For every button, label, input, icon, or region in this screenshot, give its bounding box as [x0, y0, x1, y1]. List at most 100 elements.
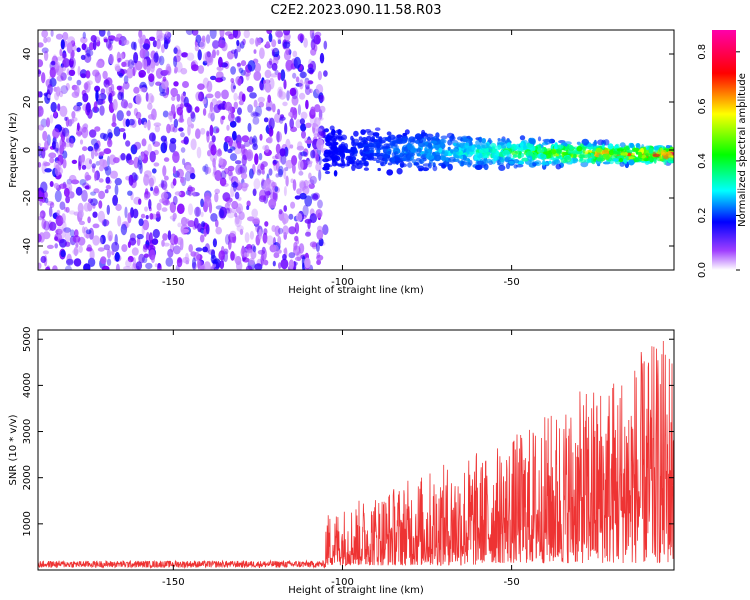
- heatmap-cell: [219, 177, 227, 187]
- heatmap-cell: [156, 38, 161, 50]
- heatmap-cell: [263, 117, 269, 123]
- heatmap-cell: [231, 200, 239, 210]
- heatmap-cell: [275, 30, 283, 38]
- heatmap-cell: [305, 160, 313, 165]
- heatmap-cell: [596, 157, 603, 162]
- heatmap-cell: [93, 188, 100, 194]
- heatmap-cell: [592, 141, 597, 146]
- heatmap-cell: [261, 248, 268, 260]
- heatmap-cell: [90, 191, 97, 196]
- heatmap-cell: [173, 245, 181, 255]
- heatmap-cell: [277, 227, 284, 235]
- heatmap-cell: [346, 159, 351, 167]
- heatmap-cell: [280, 69, 286, 82]
- heatmap-cell: [38, 145, 42, 157]
- heatmap-cell: [211, 49, 216, 59]
- heatmap-cell: [253, 217, 261, 227]
- heatmap-cell: [149, 151, 156, 163]
- heatmap-y-ticks: -40 -20 0 20 40: [22, 48, 674, 254]
- heatmap-cell: [122, 81, 130, 90]
- heatmap-cell: [120, 153, 126, 161]
- heatmap-cell: [288, 252, 296, 259]
- heatmap-cell: [277, 108, 281, 115]
- heatmap-cell: [185, 30, 194, 36]
- heatmap-cell: [282, 41, 291, 49]
- heatmap-cell: [95, 71, 99, 78]
- heatmap-cell: [282, 253, 287, 261]
- heatmap-cell: [616, 148, 625, 152]
- heatmap-cell: [522, 144, 528, 150]
- heatmap-cell: [69, 137, 74, 148]
- heatmap-cell: [152, 168, 157, 174]
- heatmap-cell: [315, 152, 320, 164]
- heatmap-cell: [230, 66, 237, 75]
- heatmap-cell: [204, 195, 212, 208]
- heatmap-cell: [171, 95, 176, 102]
- heatmap-cell: [153, 52, 159, 63]
- heatmap-cell: [207, 249, 216, 255]
- heatmap-cell: [194, 206, 202, 217]
- heatmap-cell: [294, 256, 302, 261]
- heatmap-cell: [112, 157, 120, 164]
- heatmap-cell: [280, 153, 287, 165]
- heatmap-cell: [311, 32, 315, 43]
- heatmap-cell: [239, 228, 244, 235]
- heatmap-cell: [94, 126, 101, 132]
- heatmap-cell: [144, 206, 149, 212]
- heatmap-cell: [80, 54, 86, 61]
- heatmap-cell: [308, 172, 312, 180]
- heatmap-cell: [200, 211, 204, 218]
- heatmap-cell: [103, 148, 112, 155]
- heatmap-cell: [194, 44, 200, 52]
- heatmap-cell: [90, 148, 95, 160]
- heatmap-cell: [495, 150, 500, 158]
- heatmap-cell: [315, 163, 322, 172]
- heatmap-cell: [49, 67, 56, 79]
- heatmap-cell: [237, 141, 242, 149]
- heatmap-cell: [124, 206, 128, 219]
- heatmap-cell: [250, 111, 259, 118]
- heatmap-cell: [89, 129, 97, 138]
- heatmap-cell: [329, 125, 335, 131]
- heatmap-cell: [118, 39, 122, 45]
- heatmap-cell: [48, 206, 53, 218]
- heatmap-cell: [353, 138, 360, 143]
- heatmap-cell: [119, 53, 125, 60]
- heatmap-cell: [133, 60, 138, 73]
- heatmap-cell: [172, 178, 177, 186]
- heatmap-cell: [283, 186, 287, 197]
- heatmap-cell: [556, 148, 563, 155]
- heatmap-cell: [227, 210, 235, 219]
- heatmap-cell: [476, 144, 481, 150]
- heatmap-cell: [152, 228, 160, 239]
- heatmap-cell: [41, 30, 49, 38]
- heatmap-cell: [46, 265, 51, 270]
- heatmap-cell: [665, 145, 671, 149]
- heatmap-cell: [232, 130, 237, 141]
- heatmap-cell: [233, 101, 238, 110]
- heatmap-cell: [237, 78, 242, 86]
- heatmap-cell: [158, 55, 165, 66]
- heatmap-cell: [439, 138, 447, 144]
- heatmap-cell: [165, 257, 174, 267]
- heatmap-cell: [139, 37, 143, 50]
- heatmap-cell: [297, 159, 304, 171]
- heatmap-cell: [107, 230, 113, 242]
- heatmap-cell: [215, 226, 222, 235]
- heatmap-cell: [241, 145, 246, 155]
- heatmap-cell: [309, 175, 317, 185]
- heatmap-cell: [271, 39, 277, 48]
- heatmap-cell: [292, 50, 298, 58]
- heatmap-cell: [52, 127, 60, 139]
- heatmap-cell: [55, 33, 63, 40]
- heatmap-cell: [105, 176, 111, 184]
- heatmap-cell: [60, 85, 68, 95]
- heatmap-cell: [278, 168, 283, 178]
- heatmap-cell: [399, 161, 405, 168]
- heatmap-cell: [381, 136, 389, 141]
- heatmap-cell: [81, 226, 86, 234]
- heatmap-cell: [414, 133, 422, 141]
- heatmap-cell: [631, 152, 636, 156]
- heatmap-cell: [117, 215, 122, 227]
- heatmap-cell: [84, 53, 92, 63]
